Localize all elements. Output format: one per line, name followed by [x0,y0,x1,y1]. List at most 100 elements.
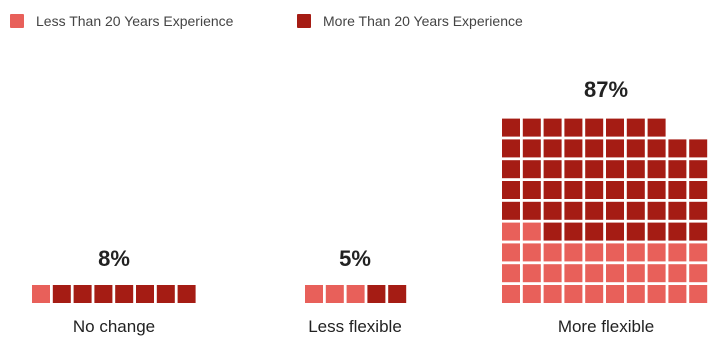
waffle-squares [32,118,708,303]
square-more-flexible-less [668,264,687,283]
square-more-flexible-more [668,160,687,179]
square-more-flexible-more [585,222,604,241]
square-more-flexible-less [606,285,624,303]
square-more-flexible-more [543,160,562,179]
square-more-flexible-more [585,201,604,220]
category-labels: No change Less flexible More flexible [73,317,654,336]
square-more-flexible-less [502,285,520,303]
square-more-flexible-more [522,139,541,158]
square-no-change-more [73,285,92,303]
square-more-flexible-less [689,285,708,303]
square-more-flexible-more [522,160,541,179]
square-more-flexible-more [606,118,624,137]
square-more-flexible-less [585,264,604,283]
square-more-flexible-more [543,181,562,199]
square-no-change-more [94,285,113,303]
square-more-flexible-less [522,222,541,241]
square-more-flexible-more [606,160,624,179]
square-more-flexible-more [564,160,583,179]
square-more-flexible-more [502,118,520,137]
square-more-flexible-more [647,222,666,241]
square-no-change-less [32,285,50,303]
square-more-flexible-more [543,222,562,241]
square-more-flexible-less [522,285,541,303]
square-more-flexible-more [564,201,583,220]
square-more-flexible-less [543,264,562,283]
legend-item-less: Less Than 20 Years Experience [10,13,234,29]
square-more-flexible-less [585,243,604,262]
square-more-flexible-more [647,181,666,199]
category-label-no-change: No change [73,317,155,336]
square-no-change-more [177,285,196,303]
percent-label-more-flexible: 87% [584,77,628,102]
square-more-flexible-more [606,222,624,241]
square-more-flexible-more [689,139,708,158]
square-more-flexible-more [585,181,604,199]
square-more-flexible-more [522,118,541,137]
square-more-flexible-more [502,181,520,199]
square-more-flexible-less [689,243,708,262]
legend-label-less: Less Than 20 Years Experience [36,13,234,29]
square-more-flexible-less [647,243,666,262]
square-more-flexible-more [647,139,666,158]
square-more-flexible-more [689,160,708,179]
square-more-flexible-less [647,285,666,303]
square-more-flexible-more [543,118,562,137]
square-more-flexible-less [502,222,520,241]
square-more-flexible-less [522,243,541,262]
square-more-flexible-more [689,181,708,199]
square-more-flexible-more [502,201,520,220]
square-less-flexible-more [367,285,386,303]
square-more-flexible-more [647,118,666,137]
square-less-flexible-less [346,285,365,303]
square-more-flexible-more [606,181,624,199]
square-more-flexible-more [543,139,562,158]
square-more-flexible-more [585,118,604,137]
square-more-flexible-less [522,264,541,283]
square-more-flexible-more [689,201,708,220]
square-more-flexible-more [647,160,666,179]
square-more-flexible-less [502,264,520,283]
legend: Less Than 20 Years Experience More Than … [10,13,523,29]
percent-label-less-flexible: 5% [339,246,371,271]
square-more-flexible-more [626,160,645,179]
square-more-flexible-less [606,264,624,283]
category-label-more-flexible: More flexible [558,317,654,336]
category-label-less-flexible: Less flexible [308,317,402,336]
percent-label-no-change: 8% [98,246,130,271]
square-less-flexible-less [305,285,323,303]
square-more-flexible-more [668,181,687,199]
square-more-flexible-more [502,139,520,158]
square-no-change-more [156,285,175,303]
square-more-flexible-less [564,285,583,303]
square-more-flexible-more [626,181,645,199]
square-more-flexible-less [626,243,645,262]
square-more-flexible-more [564,139,583,158]
legend-label-more: More Than 20 Years Experience [323,13,523,29]
square-more-flexible-less [543,285,562,303]
square-more-flexible-less [606,243,624,262]
square-more-flexible-less [502,243,520,262]
square-more-flexible-more [626,201,645,220]
square-more-flexible-less [689,264,708,283]
square-less-flexible-less [325,285,344,303]
square-more-flexible-more [606,201,624,220]
square-more-flexible-more [689,222,708,241]
square-more-flexible-more [522,181,541,199]
square-more-flexible-more [564,222,583,241]
square-more-flexible-more [502,160,520,179]
legend-item-more: More Than 20 Years Experience [297,13,523,29]
square-more-flexible-more [564,181,583,199]
square-more-flexible-less [585,285,604,303]
legend-swatch-less [10,14,24,28]
square-more-flexible-less [564,264,583,283]
square-more-flexible-less [564,243,583,262]
square-more-flexible-more [626,118,645,137]
square-more-flexible-more [647,201,666,220]
square-more-flexible-more [585,139,604,158]
square-more-flexible-less [668,285,687,303]
square-more-flexible-more [668,139,687,158]
percent-labels: 8% 5% 87% [98,77,628,271]
square-more-flexible-less [668,243,687,262]
square-more-flexible-less [543,243,562,262]
